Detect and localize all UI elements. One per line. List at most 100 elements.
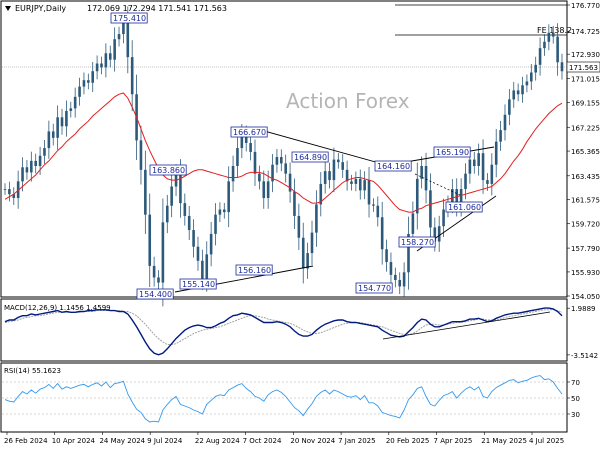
symbol-header: EURJPY,Daily (15, 4, 66, 13)
candle (25, 159, 29, 180)
candle (508, 89, 511, 126)
macd-panel-frame (0, 298, 568, 362)
svg-text:155.140: 155.140 (182, 280, 215, 289)
current-price-tag (566, 61, 600, 73)
price-label: 154.400 (136, 288, 174, 300)
price-tick-label: 169.155 (571, 100, 600, 108)
candle (170, 174, 173, 218)
price-label: 175.410 (110, 12, 148, 24)
candle (547, 24, 551, 51)
svg-text:175.410: 175.410 (113, 14, 146, 23)
candle (534, 56, 537, 81)
rsi-tick-label: 30 (571, 411, 580, 419)
candle (288, 162, 292, 203)
svg-text:158.270: 158.270 (401, 238, 434, 247)
candle (65, 100, 68, 137)
price-tick-label: 176.770 (571, 2, 600, 10)
candle (367, 167, 371, 218)
candle (3, 183, 7, 195)
candle (73, 87, 77, 118)
time-tick-label: 24 May 2024 (99, 437, 145, 445)
candle (148, 193, 152, 288)
candle (301, 222, 305, 284)
candle (218, 202, 222, 222)
time-tick-label: 4 Jul 2025 (529, 437, 564, 445)
macd-axis: 1.9889 -3.5142 (567, 305, 598, 360)
candle (104, 43, 108, 78)
svg-text:166.670: 166.670 (233, 128, 266, 137)
price-tick-label: 167.225 (571, 124, 600, 132)
candle (262, 170, 266, 209)
candle (47, 120, 51, 159)
candle (521, 76, 524, 103)
candle (380, 201, 384, 265)
rsi-tick-label: 50 (571, 395, 580, 403)
candle (442, 198, 445, 237)
svg-text:156.160: 156.160 (238, 266, 271, 275)
price-label: 163.860 (149, 164, 187, 176)
time-tick-label: 20 Feb 2025 (386, 437, 430, 445)
candle (8, 181, 11, 202)
rsi-grid (2, 381, 567, 415)
candle (315, 190, 318, 247)
candle (293, 178, 296, 230)
candle (258, 165, 261, 190)
price-label: 155.140 (179, 278, 217, 290)
candle (389, 252, 393, 285)
candle (209, 221, 213, 267)
candle (144, 150, 147, 234)
price-tick-label: 161.575 (571, 197, 600, 205)
candle (354, 171, 358, 192)
price-label: 156.160 (235, 264, 273, 276)
price-labels: 175.410 166.670 164.890 163.860 164.160 165.1… (110, 12, 483, 300)
candle (376, 196, 380, 227)
candle (543, 34, 546, 56)
candle (481, 139, 485, 194)
candle (385, 239, 388, 272)
candle (222, 203, 226, 219)
header-bullet-icon (5, 6, 11, 11)
price-tick-label: 163.435 (571, 173, 600, 181)
svg-text:164.890: 164.890 (294, 153, 327, 162)
time-tick-label: 20 Nov 2024 (290, 437, 335, 445)
rsi-tick-label: 70 (571, 379, 580, 387)
candle (538, 37, 542, 76)
candle (358, 169, 362, 200)
candle (297, 203, 301, 251)
time-tick-label: 22 Aug 2024 (195, 437, 240, 445)
price-label: 154.770 (355, 282, 393, 294)
price-candles (3, 6, 564, 307)
current-price-label: 171.563 (569, 64, 598, 72)
candle (192, 219, 195, 258)
candle (51, 123, 55, 146)
candle (157, 270, 160, 290)
price-label: 161.060 (445, 201, 483, 213)
candle (100, 56, 103, 75)
candle (214, 203, 217, 246)
candle (253, 139, 257, 186)
time-tick-label: 9 Jul 2024 (147, 437, 183, 445)
price-tick-label: 159.720 (571, 220, 600, 228)
candle (183, 193, 187, 226)
candle (328, 162, 331, 189)
price-tick-label: 172.930 (571, 51, 600, 59)
candle (231, 155, 235, 192)
macd-tick-label: -3.5142 (571, 352, 598, 360)
candle (280, 149, 283, 172)
price-label: 158.270 (398, 236, 436, 248)
candle (398, 272, 402, 295)
svg-text:161.060: 161.060 (448, 203, 481, 212)
candle (345, 160, 349, 191)
candle (350, 174, 353, 191)
ohlc-readout: 172.069 172.294 171.541 171.563 (87, 4, 227, 13)
macd-trendline (382, 311, 551, 340)
candle (82, 72, 86, 95)
candle (30, 151, 33, 182)
candle (494, 128, 498, 178)
candle (407, 216, 410, 290)
candle (424, 152, 428, 204)
rsi-axis: 70 50 30 (567, 379, 580, 419)
svg-text:154.770: 154.770 (358, 284, 391, 293)
candle (117, 26, 121, 47)
